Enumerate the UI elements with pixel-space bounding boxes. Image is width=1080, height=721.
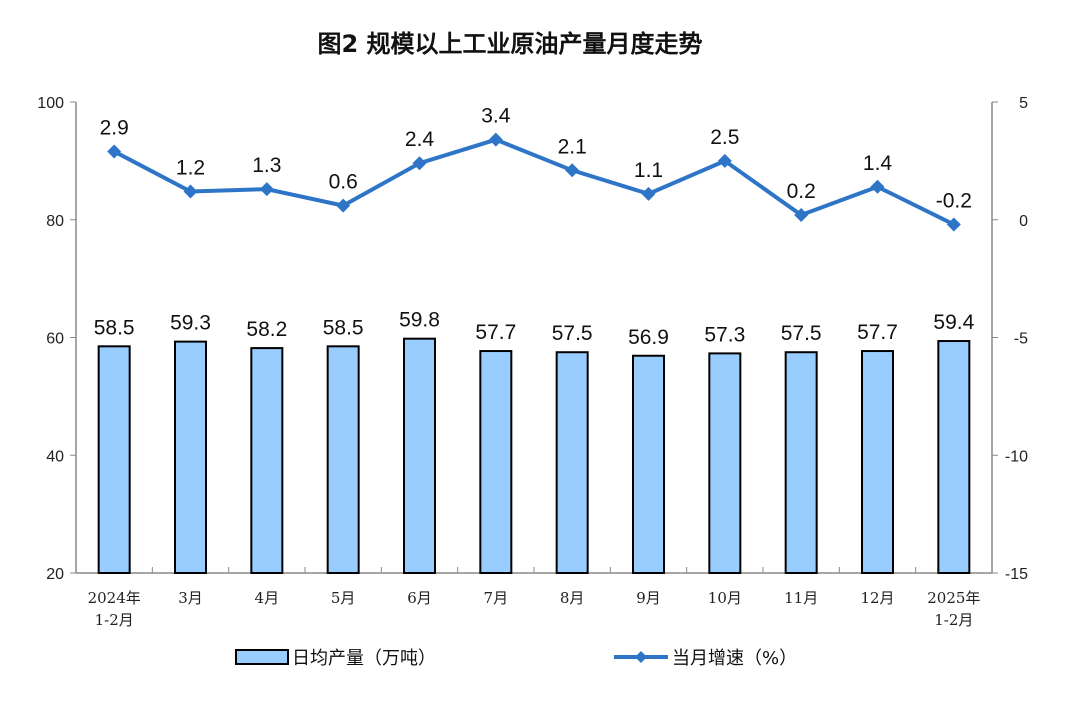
legend-line-label: 当月增速（%） xyxy=(672,648,797,669)
bar xyxy=(403,337,436,574)
bar xyxy=(555,351,589,574)
bar xyxy=(784,351,818,574)
x-tick-label: 1-2月 xyxy=(95,611,134,629)
bar-value-label: 58.5 xyxy=(94,316,135,339)
x-tick-label: 2024年 xyxy=(88,589,141,607)
line-point xyxy=(870,179,885,194)
line-point xyxy=(412,156,427,171)
line-value-label: -0.2 xyxy=(936,189,972,212)
line-point xyxy=(336,198,351,213)
line-value-label: 2.5 xyxy=(710,126,739,149)
line-value-label: 1.2 xyxy=(176,156,205,179)
bar xyxy=(97,345,131,574)
chart-title: 图2 规模以上工业原油产量月度走势 xyxy=(317,30,702,58)
line-point xyxy=(794,208,809,223)
line-point xyxy=(565,163,580,178)
bar xyxy=(937,340,971,574)
x-tick-label: 4月 xyxy=(255,589,280,607)
x-tick-label: 6月 xyxy=(407,589,432,607)
x-tick-label: 5月 xyxy=(331,589,356,607)
line-point xyxy=(259,182,274,197)
line-value-label: 2.4 xyxy=(405,128,435,151)
bar-value-label: 59.4 xyxy=(933,311,974,334)
x-tick-label: 1-2月 xyxy=(934,611,973,629)
bar xyxy=(861,350,894,575)
line-point xyxy=(946,217,961,232)
bar-value-label: 57.5 xyxy=(552,322,593,345)
left-tick-label: 60 xyxy=(46,331,64,348)
line-point xyxy=(488,132,503,147)
bar-value-label: 57.7 xyxy=(475,321,516,344)
line-value-label: 3.4 xyxy=(481,105,511,128)
bar-value-label: 58.5 xyxy=(323,316,364,339)
line-value-label: 1.4 xyxy=(863,152,893,175)
line-value-label: 0.2 xyxy=(787,180,816,203)
legend-bar-swatch xyxy=(235,649,289,665)
bar xyxy=(174,340,207,574)
left-tick-label: 20 xyxy=(46,566,64,583)
bar-value-label: 59.3 xyxy=(170,312,211,335)
bar-value-label: 59.8 xyxy=(399,309,440,332)
bar xyxy=(250,347,284,574)
bar xyxy=(479,350,513,575)
bar-value-label: 56.9 xyxy=(628,326,669,349)
right-tick-label: 0 xyxy=(1019,213,1028,230)
x-tick-label: 3月 xyxy=(178,589,203,607)
growth-line xyxy=(113,137,955,227)
x-tick-label: 7月 xyxy=(484,589,509,607)
legend-bar-label: 日均产量（万吨） xyxy=(292,648,436,669)
bar-value-label: 58.2 xyxy=(246,318,287,341)
left-tick-label: 40 xyxy=(46,448,64,465)
bar-value-label: 57.5 xyxy=(781,322,822,345)
line-point xyxy=(717,153,732,168)
line-point xyxy=(107,144,122,159)
line-value-label: 0.6 xyxy=(329,171,358,194)
right-tick-label: -5 xyxy=(1014,331,1028,348)
x-tick-label: 11月 xyxy=(784,589,818,607)
x-tick-label: 12月 xyxy=(860,589,894,607)
line-value-label: 2.1 xyxy=(558,135,587,158)
right-tick-label: -10 xyxy=(1005,448,1028,465)
legend-line-marker xyxy=(635,651,647,663)
bar xyxy=(326,345,360,574)
right-tick-label: 5 xyxy=(1019,95,1028,112)
x-tick-label: 8月 xyxy=(560,589,585,607)
bar xyxy=(632,354,665,574)
line-value-label: 2.9 xyxy=(100,116,129,139)
x-tick-label: 10月 xyxy=(708,589,742,607)
x-tick-label: 2025年 xyxy=(927,589,980,607)
right-tick-label: -15 xyxy=(1005,566,1028,583)
line-value-label: 1.3 xyxy=(252,154,281,177)
left-tick-label: 100 xyxy=(37,95,64,112)
line-value-label: 1.1 xyxy=(634,159,663,182)
line-point xyxy=(183,184,198,199)
bar-value-label: 57.7 xyxy=(857,321,898,344)
left-tick-label: 80 xyxy=(46,213,64,230)
bar-value-label: 57.3 xyxy=(704,323,745,346)
x-tick-label: 9月 xyxy=(636,589,661,607)
bar xyxy=(708,352,742,574)
line-point xyxy=(641,186,656,201)
